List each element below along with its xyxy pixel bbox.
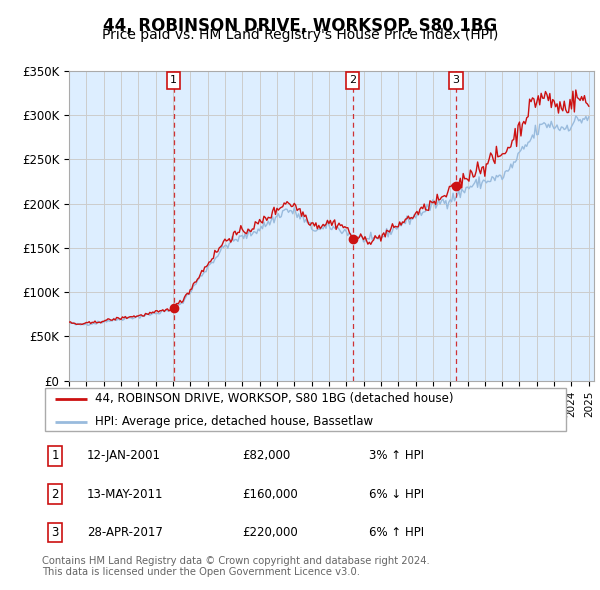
Text: 6% ↑ HPI: 6% ↑ HPI — [370, 526, 424, 539]
Text: Contains HM Land Registry data © Crown copyright and database right 2024.
This d: Contains HM Land Registry data © Crown c… — [42, 556, 430, 578]
Text: 12-JAN-2001: 12-JAN-2001 — [87, 449, 161, 463]
Text: 44, ROBINSON DRIVE, WORKSOP, S80 1BG: 44, ROBINSON DRIVE, WORKSOP, S80 1BG — [103, 17, 497, 35]
Text: 3: 3 — [452, 76, 459, 86]
Text: 2: 2 — [52, 487, 59, 501]
Text: 3: 3 — [52, 526, 59, 539]
Text: HPI: Average price, detached house, Bassetlaw: HPI: Average price, detached house, Bass… — [95, 415, 373, 428]
Text: £160,000: £160,000 — [242, 487, 298, 501]
Text: 2: 2 — [349, 76, 356, 86]
Text: 44, ROBINSON DRIVE, WORKSOP, S80 1BG (detached house): 44, ROBINSON DRIVE, WORKSOP, S80 1BG (de… — [95, 392, 454, 405]
FancyBboxPatch shape — [44, 388, 566, 431]
Text: £220,000: £220,000 — [242, 526, 298, 539]
Text: 28-APR-2017: 28-APR-2017 — [87, 526, 163, 539]
Text: 6% ↓ HPI: 6% ↓ HPI — [370, 487, 424, 501]
Text: 1: 1 — [52, 449, 59, 463]
Text: 1: 1 — [170, 76, 177, 86]
Text: 3% ↑ HPI: 3% ↑ HPI — [370, 449, 424, 463]
Text: 13-MAY-2011: 13-MAY-2011 — [87, 487, 163, 501]
Text: £82,000: £82,000 — [242, 449, 291, 463]
Text: Price paid vs. HM Land Registry's House Price Index (HPI): Price paid vs. HM Land Registry's House … — [102, 28, 498, 42]
